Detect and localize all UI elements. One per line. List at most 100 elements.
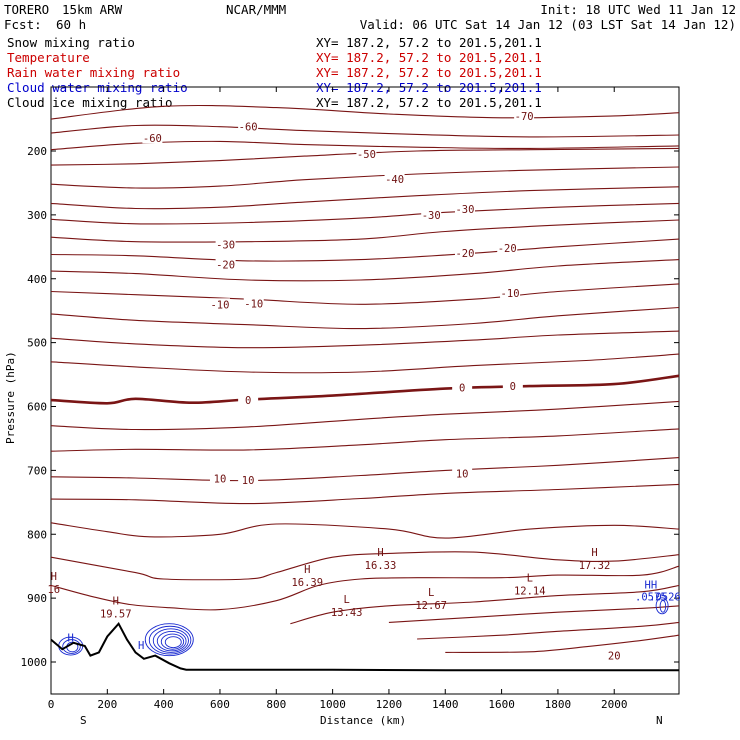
x-tick-label: 1400 xyxy=(432,698,459,711)
isotherm-label: -60 xyxy=(239,122,258,134)
isotherm-line xyxy=(50,565,680,611)
y-tick-label: 900 xyxy=(27,592,47,605)
isotherm-line xyxy=(50,140,680,151)
legend-label: Snow mixing ratio xyxy=(7,35,135,50)
header: TORERO 15km ARW NCAR/MMM Init: 18 UTC We… xyxy=(4,2,736,32)
isotherm-line xyxy=(50,306,680,330)
plot-frame xyxy=(50,86,680,695)
extremum-type: L xyxy=(344,594,350,606)
x-tick-label: 400 xyxy=(154,698,174,711)
isotherm-label-bg xyxy=(452,381,473,393)
cloud-water-marker: .0575 xyxy=(635,592,667,604)
extremum-value: 12.67 xyxy=(415,600,447,612)
isotherm-label: 20 xyxy=(608,651,621,663)
valid-time: Valid: 06 UTC Sat 14 Jan 12 (03 LST Sat … xyxy=(360,17,736,32)
isotherm-line xyxy=(417,621,680,640)
extremum-type: H xyxy=(51,571,57,583)
cloud-water-contour xyxy=(655,597,669,615)
y-tick-label: 800 xyxy=(27,528,47,541)
isotherm-label: -60 xyxy=(143,133,162,145)
cloud-water-contour xyxy=(62,639,81,654)
cloud-water-marker: H xyxy=(68,633,74,645)
high-low-markers: H19.57H16.39H16.33L13.43L12.67L12.14H17.… xyxy=(47,547,610,621)
isotherm-label: -30 xyxy=(455,204,474,216)
axes: 0 200 400 600 800 1000 1200 1400 1600 1800 2000200… xyxy=(21,87,679,711)
x-tick-label: 200 xyxy=(97,698,117,711)
isotherm-label-bg xyxy=(238,473,259,485)
isotherm-line xyxy=(50,259,680,282)
isotherm-line xyxy=(290,584,680,625)
direction-south: S xyxy=(80,714,87,727)
isotherm-label-bg xyxy=(500,286,521,298)
y-tick-label: 300 xyxy=(27,209,47,222)
x-tick-label: 600 xyxy=(210,698,230,711)
x-tick-label: 1600 xyxy=(488,698,515,711)
legend-xy: XY= 187.2, 57.2 to 201.5,201.1 xyxy=(316,65,542,80)
isotherm-label-bg xyxy=(452,467,473,479)
cloud-water-marker: HH xyxy=(645,580,658,592)
isotherm-line xyxy=(50,457,680,482)
cloud-water-contour xyxy=(164,636,182,649)
isotherm-label: -10 xyxy=(501,288,520,300)
isotherm-label: -70 xyxy=(515,111,534,123)
extremum-type: H xyxy=(304,564,310,576)
isotherm-label: -20 xyxy=(498,243,517,255)
x-axis-title: Distance (km) xyxy=(320,714,406,727)
forecast-label: Fcst: xyxy=(4,17,42,32)
extremum-value: 19.57 xyxy=(100,608,132,620)
isotherm-label-bg xyxy=(384,173,405,185)
init-time: Init: 18 UTC Wed 11 Jan 12 xyxy=(540,2,736,17)
isotherm-label: -30 xyxy=(216,239,235,251)
extremum-value: 17.32 xyxy=(579,560,611,572)
isotherm-label-bg xyxy=(497,242,518,254)
isotherm-label: -10 xyxy=(210,299,229,311)
y-tick-label: 500 xyxy=(27,337,47,350)
legend-xy: XY= 187.2, 57.2 to 201.5,201.1 xyxy=(316,50,542,65)
cloud-water-contour xyxy=(152,628,189,653)
cloud-water-marker: H xyxy=(138,640,144,652)
isotherm-label-bg xyxy=(215,258,236,270)
x-tick-label: 1200 xyxy=(376,698,403,711)
legend: Snow mixing ratio XY= 187.2, 57.2 to 201.… xyxy=(7,35,542,110)
cloud-water-contour xyxy=(148,625,192,655)
y-tick-label: 600 xyxy=(27,401,47,414)
isotherm-line xyxy=(50,330,680,349)
isotherm-line xyxy=(50,428,680,452)
isotherm-label-bg xyxy=(209,472,230,484)
isotherm-line xyxy=(50,522,680,539)
x-tick-label: 1000 xyxy=(319,698,346,711)
isotherm-label-bg xyxy=(238,394,259,406)
isotherm-label: -30 xyxy=(422,210,441,222)
y-tick-label: 700 xyxy=(27,464,47,477)
model-name: TORERO xyxy=(4,2,49,17)
isotherm-line xyxy=(445,634,680,653)
isotherm-line xyxy=(50,124,680,138)
isotherm-line xyxy=(50,283,680,305)
terrain-line xyxy=(50,621,679,672)
isotherm-label: -50 xyxy=(357,149,376,161)
y-axis-title: Pressure (hPa) xyxy=(4,351,17,444)
isotherm-label: -20 xyxy=(455,248,474,260)
extremum-value: 16 xyxy=(47,584,60,596)
isotherm-label-bg xyxy=(454,247,475,259)
x-tick-label: 0 xyxy=(48,698,55,711)
extremum-value: 13.43 xyxy=(331,607,363,619)
forecast-hours: 60 h xyxy=(56,17,86,32)
isotherm-line xyxy=(50,104,680,120)
isotherm-line xyxy=(50,202,680,225)
isotherm-label: -10 xyxy=(244,299,263,311)
isotherm-label-bg xyxy=(215,238,236,250)
extremum-value: 12.14 xyxy=(514,585,546,597)
isotherm-label-bg xyxy=(356,148,377,160)
y-tick-label: 200 xyxy=(27,145,47,158)
cloud-water-contour xyxy=(144,623,194,657)
isotherm-label: 0 xyxy=(459,382,465,394)
isotherm-label: 0 xyxy=(510,381,516,393)
temperature-isotherms xyxy=(50,104,680,653)
x-tick-label: 1800 xyxy=(545,698,572,711)
cloud-water-contour xyxy=(160,633,185,650)
isotherm-line xyxy=(50,219,680,243)
isotherm-line xyxy=(50,400,680,431)
